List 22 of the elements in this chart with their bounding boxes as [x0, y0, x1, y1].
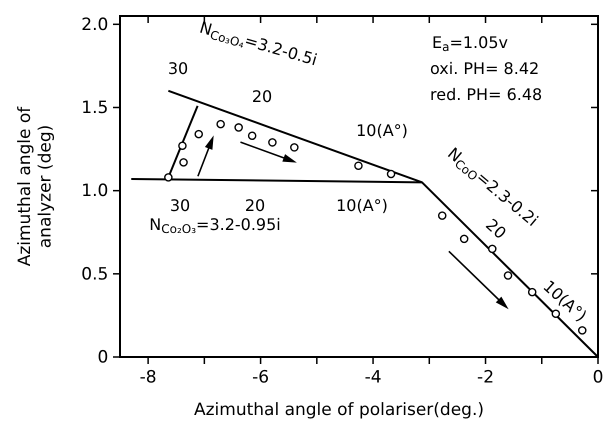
y-tick-label: 2.0 [81, 14, 108, 35]
x-tick-label: -8 [140, 367, 157, 388]
annotation: 20 [244, 196, 266, 216]
y-tick-label: 0.5 [81, 264, 108, 284]
annotation: 10(A°) [336, 196, 388, 216]
annotation: 30 [170, 196, 190, 216]
y-tick-label: 1.5 [81, 98, 108, 118]
annotation: 30 [168, 59, 188, 78]
annotation: E$_{a}$=1.05v [432, 33, 508, 54]
x-tick-label: 0 [592, 367, 604, 388]
annotation: oxi. PH= 8.42 [430, 59, 540, 78]
annotation: red. PH= 6.48 [430, 85, 542, 104]
annotation: N$_{Co₂O₃}$=3.2-0.95i [149, 215, 281, 236]
y-tick-label: 0 [97, 347, 108, 368]
y-tick-label: 1.0 [81, 181, 108, 202]
x-axis-title: Azimuthal angle of polariser(deg.) [194, 400, 484, 420]
x-tick-label: -2 [477, 367, 494, 388]
x-tick-label: -4 [364, 367, 382, 388]
y-axis-title: Azimuthal angle of analyzer (deg) [15, 106, 56, 266]
annotation: 20 [252, 87, 272, 106]
annotation: 10(A°) [356, 121, 408, 140]
x-tick-label: -6 [252, 367, 270, 388]
